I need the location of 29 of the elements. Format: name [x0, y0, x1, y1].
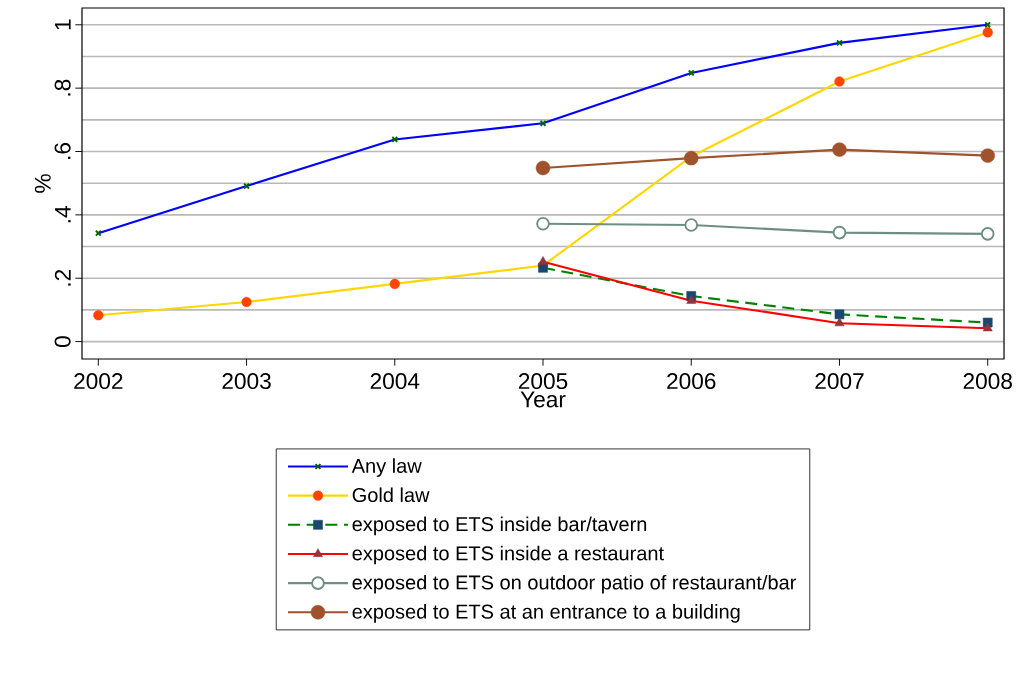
point [980, 148, 995, 163]
x-tick-label: 2007 [815, 373, 864, 390]
y-tick-label: .4 [55, 206, 71, 223]
x-tick-label: 2002 [74, 373, 123, 390]
legend-label: Gold law [352, 487, 430, 503]
point [832, 225, 847, 240]
x-tick-label: 2004 [370, 373, 420, 390]
point [536, 216, 550, 231]
legend-label: exposed to ETS inside a restaurant [352, 545, 664, 565]
x-tick-label: 2005 [518, 373, 568, 390]
y-tick-label: 0 [54, 336, 71, 347]
x-tick-label: 2006 [667, 373, 716, 390]
point [980, 227, 995, 241]
y-tick-label: .8 [54, 79, 71, 96]
legend-label: exposed to ETS on outdoor patio of restaurant/bar [352, 574, 797, 594]
point [684, 150, 699, 166]
y-tick-label: .6 [54, 143, 71, 159]
point [832, 142, 847, 157]
point [535, 160, 551, 176]
y-tick-label: 1 [55, 19, 71, 30]
legend-label: exposed to ETS at an entrance to a building [352, 604, 740, 623]
y-tick-label: .2 [54, 269, 71, 286]
y-axis-title: % [34, 174, 51, 193]
legend-label: Any law [351, 458, 422, 477]
point [684, 218, 699, 232]
x-tick-label: 2008 [963, 373, 1012, 390]
x-tick-label: 2003 [222, 373, 271, 390]
x-axis-title: Year [520, 391, 566, 408]
legend-label: exposed to ETS inside bar/tavern [352, 516, 647, 536]
